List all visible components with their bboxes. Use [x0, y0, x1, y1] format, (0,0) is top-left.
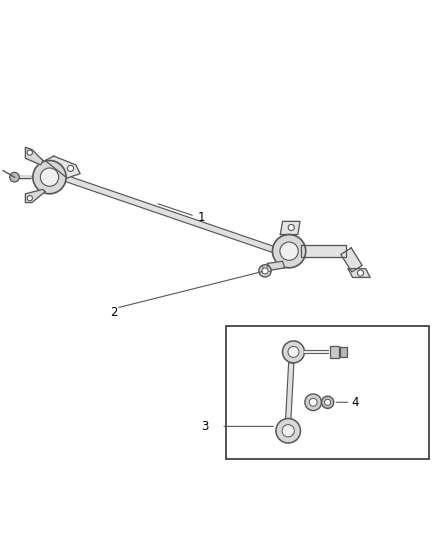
Polygon shape	[348, 269, 370, 278]
Circle shape	[283, 341, 304, 363]
Polygon shape	[301, 245, 346, 257]
Circle shape	[280, 242, 298, 260]
Circle shape	[27, 150, 32, 155]
Polygon shape	[45, 156, 80, 178]
Circle shape	[325, 399, 331, 405]
Circle shape	[305, 394, 321, 410]
Text: 1: 1	[198, 211, 205, 224]
Text: 4: 4	[352, 396, 359, 409]
Text: 3: 3	[201, 420, 209, 433]
Circle shape	[357, 270, 364, 276]
Polygon shape	[25, 189, 45, 203]
Bar	[340, 347, 347, 357]
Polygon shape	[267, 261, 285, 270]
Circle shape	[67, 165, 74, 172]
Polygon shape	[280, 221, 300, 235]
Circle shape	[40, 168, 59, 187]
Text: 2: 2	[110, 306, 118, 319]
Polygon shape	[56, 173, 286, 256]
Circle shape	[288, 224, 294, 231]
Bar	[226, 326, 429, 459]
Circle shape	[321, 396, 334, 408]
Polygon shape	[341, 248, 362, 272]
Circle shape	[276, 418, 300, 443]
Circle shape	[10, 172, 19, 182]
Circle shape	[272, 235, 306, 268]
Circle shape	[259, 265, 271, 277]
Circle shape	[262, 268, 268, 274]
Circle shape	[282, 425, 294, 437]
Polygon shape	[286, 363, 294, 420]
Circle shape	[309, 398, 317, 406]
Bar	[330, 346, 339, 358]
Circle shape	[33, 160, 66, 194]
Circle shape	[27, 196, 32, 201]
Circle shape	[288, 346, 299, 358]
Polygon shape	[25, 147, 43, 165]
